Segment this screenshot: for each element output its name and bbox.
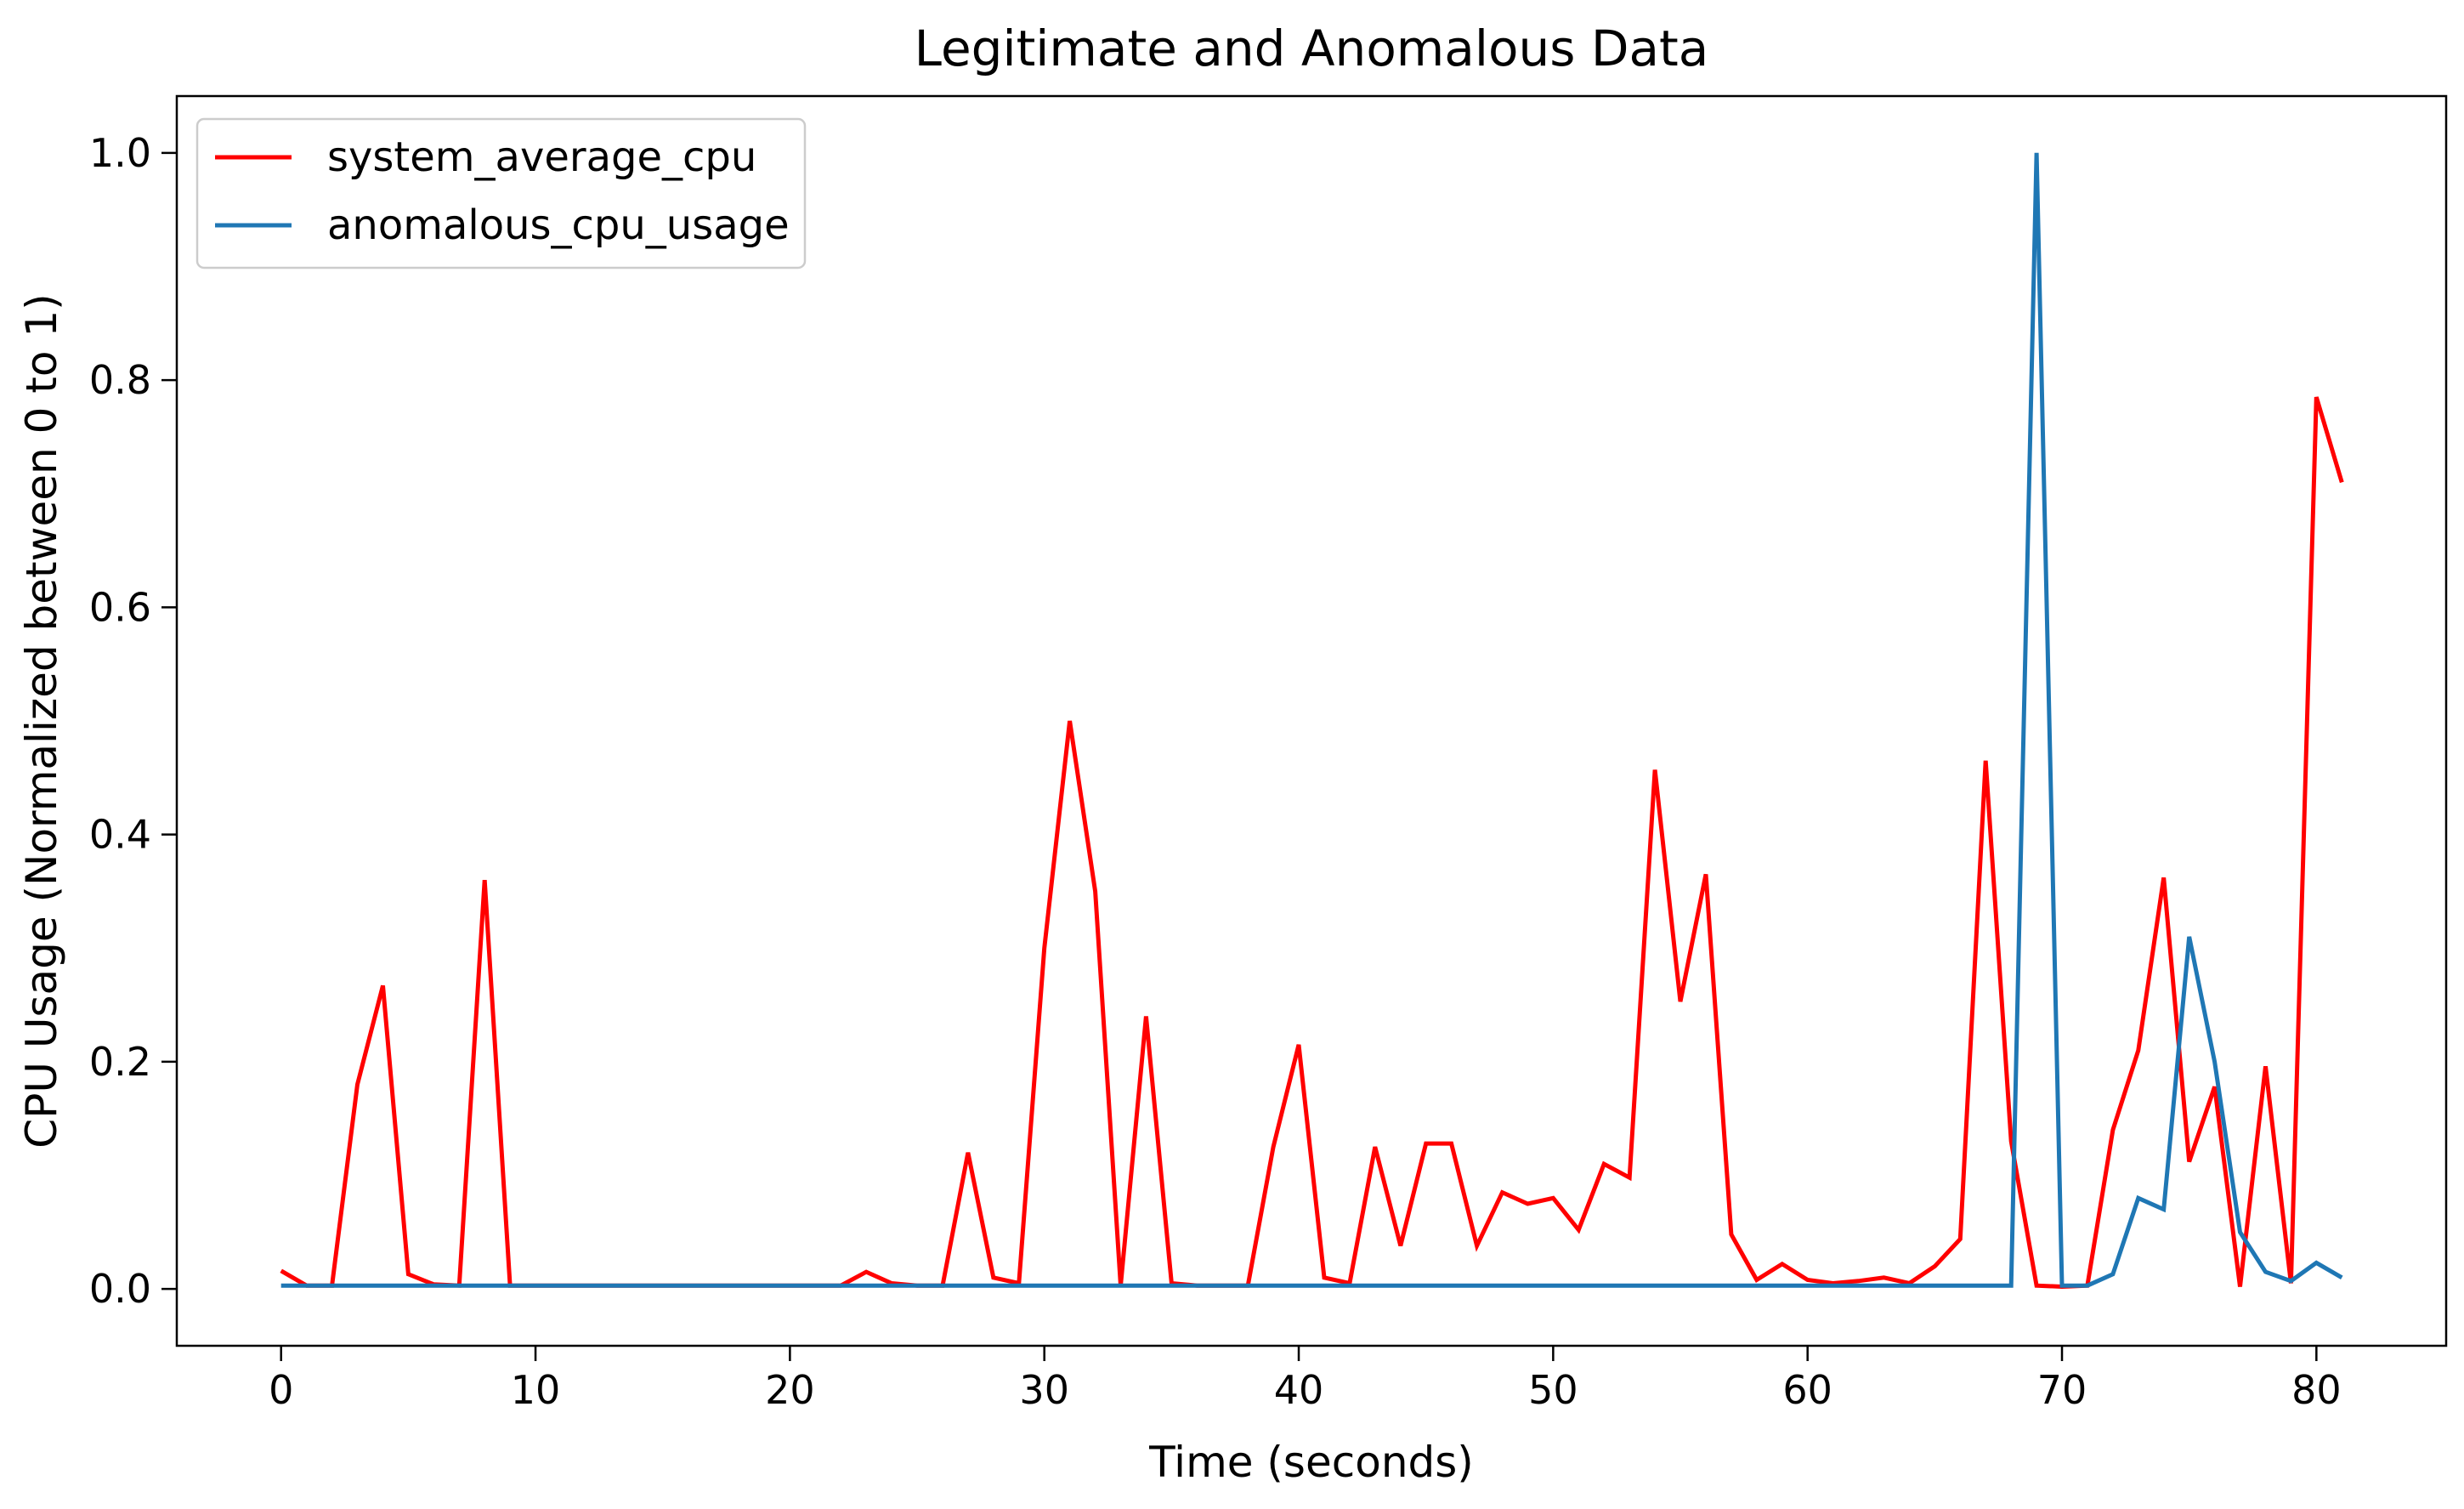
x-tick-label: 50 xyxy=(1528,1367,1578,1413)
y-axis-label: CPU Usage (Normalized between 0 to 1) xyxy=(17,293,66,1148)
y-tick-label: 0.8 xyxy=(89,357,151,403)
legend-label: system_average_cpu xyxy=(327,133,756,181)
series-layer xyxy=(280,152,2344,1290)
x-axis-label: Time (seconds) xyxy=(1148,1438,1474,1487)
y-tick-label: 0.4 xyxy=(89,812,151,858)
x-tick-label: 80 xyxy=(2291,1367,2342,1413)
series-line-system-average-cpu xyxy=(280,396,2344,1290)
y-tick-label: 0.0 xyxy=(89,1266,151,1312)
x-tick-label: 30 xyxy=(1019,1367,1069,1413)
ticks-layer: 0 10 20 30 40 50 60 70 80 0.0 0.2 0.4 0.6 0.8 1.0 xyxy=(89,130,2342,1413)
legend-box xyxy=(195,117,807,269)
x-tick-label: 0 xyxy=(269,1367,293,1413)
x-tick-label: 40 xyxy=(1274,1367,1324,1413)
y-tick-label: 1.0 xyxy=(89,130,151,176)
series-line-anomalous-cpu-usage xyxy=(280,152,2343,1288)
legend: system_average_cpu anomalous_cpu_usage xyxy=(195,117,807,269)
x-tick-label: 20 xyxy=(765,1367,815,1413)
chart-title: Legitimate and Anomalous Data xyxy=(915,20,1709,77)
y-tick-label: 0.6 xyxy=(89,584,151,630)
plot-frame xyxy=(175,94,2448,1347)
legend-label: anomalous_cpu_usage xyxy=(327,201,790,249)
x-tick-label: 60 xyxy=(1782,1367,1832,1413)
y-tick-label: 0.2 xyxy=(89,1039,151,1085)
x-tick-label: 10 xyxy=(511,1367,561,1413)
x-tick-label: 70 xyxy=(2037,1367,2087,1413)
